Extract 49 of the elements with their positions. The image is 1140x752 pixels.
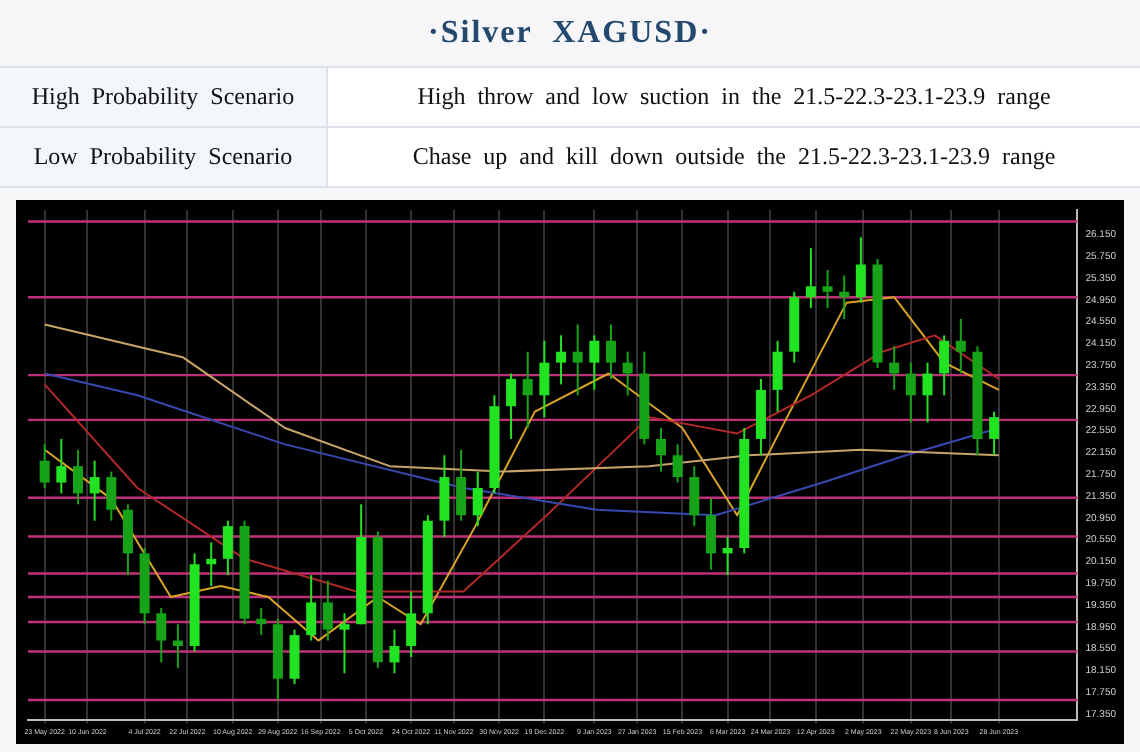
candlestick [539, 339, 550, 419]
candlestick [955, 318, 966, 375]
candlestick [156, 606, 167, 664]
candlestick [839, 274, 850, 321]
candlestick [722, 536, 733, 577]
candlestick [989, 410, 1000, 457]
candlestick [855, 236, 866, 304]
candlestick [606, 323, 617, 380]
candlestick [306, 574, 317, 642]
candlestick [655, 427, 666, 473]
candlestick [456, 448, 467, 522]
text: High throw and low suction in the 21.5-22.3-23.1-23.9 range [327, 67, 1140, 127]
candlestick [589, 334, 600, 391]
chart-title: ·Silver XAGUSD· [426, 14, 714, 54]
candlestick [689, 465, 700, 528]
text: Chase up and kill down outside the 21.5-22.3-23.1-23.9 range [327, 127, 1140, 187]
candlestick [172, 623, 183, 669]
candlestick [406, 590, 417, 658]
candlestick [339, 612, 350, 675]
candlestick [39, 443, 50, 489]
candlestick [206, 541, 217, 588]
candlestick [939, 334, 950, 397]
candlestick [805, 247, 816, 310]
candlestick [622, 350, 633, 397]
candlestick [56, 437, 67, 495]
candlestick [905, 361, 916, 424]
candlestick [556, 334, 567, 386]
candlestick [289, 628, 300, 686]
candlestick [439, 454, 450, 539]
candlestick [889, 345, 900, 391]
candlestick [322, 579, 333, 642]
candlestick [256, 606, 267, 637]
candlestick [922, 361, 933, 424]
candlestick [772, 339, 783, 413]
candlestick [822, 268, 833, 310]
candlestick [472, 470, 483, 528]
candlestick [72, 448, 83, 506]
candlestick [389, 628, 400, 675]
text: Low Probability Scenario [0, 127, 327, 187]
text: High Probability Scenario [0, 67, 327, 127]
candlestick [572, 323, 583, 397]
candlestick [506, 372, 517, 440]
candlestick [705, 497, 716, 571]
candlestick [89, 459, 100, 522]
candlestick [122, 503, 133, 577]
candlestick [222, 519, 233, 577]
candlestick [672, 443, 683, 484]
candlestick [106, 470, 117, 522]
candlestick [522, 350, 533, 430]
